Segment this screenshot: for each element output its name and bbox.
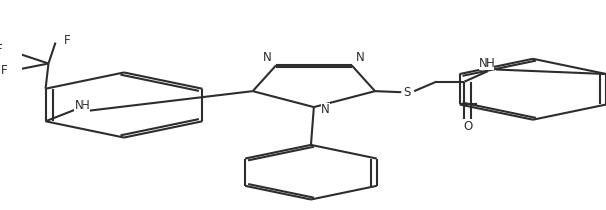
Text: F: F xyxy=(1,64,8,77)
Text: N: N xyxy=(356,51,365,64)
Text: N: N xyxy=(321,103,330,116)
Text: N: N xyxy=(263,51,271,64)
Text: N: N xyxy=(75,99,83,112)
Text: N: N xyxy=(479,57,487,70)
Text: O: O xyxy=(463,120,473,133)
Text: H: H xyxy=(486,57,494,70)
Text: F: F xyxy=(64,34,70,47)
Text: H: H xyxy=(81,99,90,112)
Text: S: S xyxy=(404,86,411,99)
Text: F: F xyxy=(0,43,2,56)
